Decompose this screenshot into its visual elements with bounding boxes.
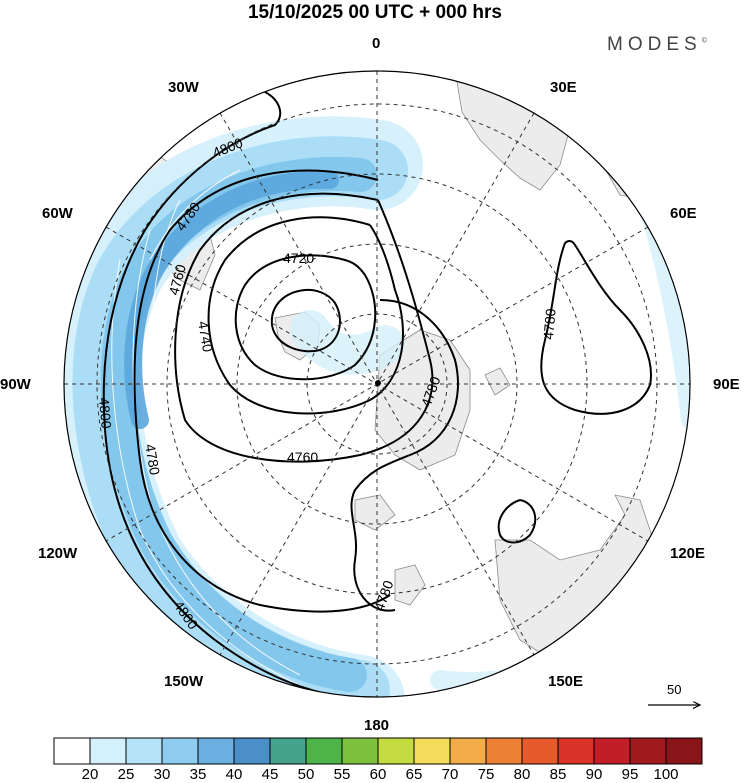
contour-label: 4740	[195, 320, 216, 354]
colorbar-label: 35	[189, 766, 207, 783]
colorbar-swatch	[629, 737, 667, 765]
colorbar-swatch	[53, 737, 91, 765]
land-australia	[494, 494, 661, 681]
colorbar-label: 85	[549, 766, 567, 783]
lon-label-120e: 120E	[670, 545, 706, 562]
contour-4760	[174, 192, 434, 463]
wind-streamlines	[111, 169, 311, 691]
lon-label-120w: 120W	[38, 545, 78, 562]
colorbar-label: 75	[477, 766, 495, 783]
lon-label-150w: 150W	[164, 673, 204, 690]
colorbar-label: 65	[405, 766, 423, 783]
colorbar-swatch	[521, 737, 559, 765]
reference-vector-label: 50	[667, 682, 682, 697]
land-tasmania	[439, 689, 471, 697]
contour-label: 4780	[371, 578, 397, 613]
colorbar-label: 20	[81, 766, 99, 783]
contour-4740	[207, 216, 404, 415]
contour-label: 4800	[96, 397, 115, 430]
lon-label-90e: 90E	[713, 376, 740, 393]
colorbar-swatch	[161, 737, 199, 765]
colorbar-label: 30	[153, 766, 171, 783]
colorbar-swatch	[233, 737, 271, 765]
colorbar-swatch	[197, 737, 235, 765]
lon-label-30w: 30W	[168, 79, 199, 96]
contour-label: 4760	[165, 262, 189, 296]
colorbar-label: 100	[653, 766, 679, 783]
map-border	[63, 70, 691, 698]
lon-label-60w: 60W	[42, 205, 73, 222]
colorbar-label: 25	[117, 766, 135, 783]
contour-4780-east	[350, 299, 459, 612]
contour-4800	[102, 91, 381, 697]
contour-4780-cell	[540, 239, 652, 415]
colorbar-swatch	[305, 737, 343, 765]
contour-labels: 4800 4780 4760 4740 4720 4760 4780 4780 …	[96, 134, 559, 632]
colorbar-label: 45	[261, 766, 279, 783]
height-contours	[102, 91, 652, 697]
contour-low-center	[270, 288, 341, 353]
contour-small-cell	[497, 499, 537, 544]
contour-label: 4760	[287, 449, 318, 465]
colorbar-swatch	[89, 737, 127, 765]
colorbar-label: 50	[297, 766, 315, 783]
colorbar-label: 60	[369, 766, 387, 783]
lon-label-90w: 90W	[0, 376, 31, 393]
colorbar-swatch	[449, 737, 487, 765]
brand-name: MODES	[607, 34, 702, 55]
land-wilkes-coast	[484, 367, 511, 396]
contour-4780-west	[133, 169, 391, 613]
lon-label-180: 180	[364, 717, 390, 734]
colorbar-label: 55	[333, 766, 351, 783]
colorbar-label: 90	[585, 766, 603, 783]
colorbar-label: 70	[441, 766, 459, 783]
colorbar-swatch	[269, 737, 307, 765]
contour-label: 4780	[540, 308, 559, 341]
copyright-mark: ©	[701, 37, 707, 45]
colorbar-label: 40	[225, 766, 243, 783]
contour-4720	[234, 254, 377, 381]
map-title: 15/10/2025 00 UTC + 000 hrs	[247, 2, 503, 23]
colorbar-swatch	[377, 737, 415, 765]
colorbar-label: 80	[513, 766, 531, 783]
land-ross-coast	[354, 494, 396, 531]
brand-logo: MODES©	[607, 34, 707, 56]
lon-label-150e: 150E	[548, 673, 584, 690]
colorbar-swatch	[557, 737, 595, 765]
contour-label: 4720	[283, 250, 314, 266]
colorbar-swatch	[341, 737, 379, 765]
land-indian-ocean-isle	[599, 149, 661, 201]
colorbar-swatch	[665, 737, 703, 765]
contour-label: 4780	[142, 443, 163, 477]
colorbar	[53, 737, 703, 765]
land-new-zealand	[394, 564, 426, 606]
colorbar-label: 95	[621, 766, 639, 783]
low-center-marker	[375, 380, 381, 386]
colorbar-swatch	[413, 737, 451, 765]
lon-label-30e: 30E	[550, 79, 577, 96]
lon-label-0: 0	[372, 35, 381, 52]
colorbar-swatch	[593, 737, 631, 765]
colorbar-swatch	[485, 737, 523, 765]
lon-label-60e: 60E	[670, 205, 697, 222]
colorbar-swatch	[125, 737, 163, 765]
